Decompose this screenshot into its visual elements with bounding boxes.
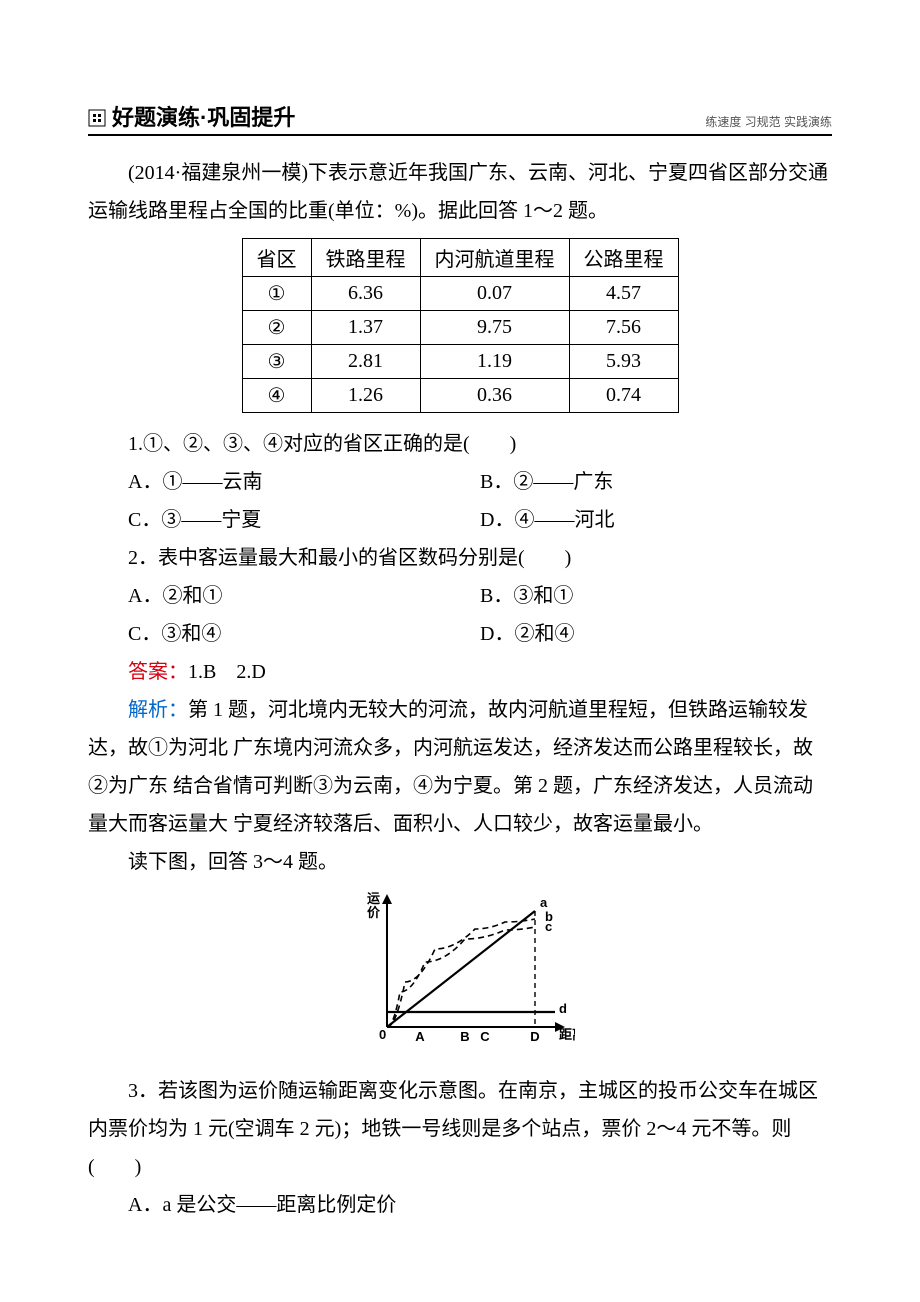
svg-text:0: 0 [379, 1027, 386, 1042]
col-rail: 铁路里程 [311, 239, 420, 277]
q2-opt-d: D．②和④ [480, 615, 832, 653]
q3-opt-a: A．a 是公交——距离比例定价 [88, 1186, 832, 1224]
diamond-icon [88, 107, 106, 125]
explanation-label: 解析： [128, 699, 188, 721]
q1-stem: 1.①、②、③、④对应的省区正确的是( ) [88, 425, 832, 463]
q1-options-row2: C．③——宁夏 D．④——河北 [88, 501, 832, 539]
table-row: ④ 1.26 0.36 0.74 [242, 379, 678, 413]
svg-text:a: a [540, 895, 548, 910]
q1-opt-a: A．①——云南 [128, 463, 480, 501]
q1-options-row1: A．①——云南 B．②——广东 [88, 463, 832, 501]
col-province: 省区 [242, 239, 311, 277]
svg-text:距离: 距离 [559, 1027, 575, 1042]
svg-text:D: D [530, 1029, 539, 1044]
svg-text:A: A [415, 1029, 425, 1044]
q2-options-row2: C．③和④ D．②和④ [88, 615, 832, 653]
explanation-text: 第 1 题，河北境内无较大的河流，故内河航道里程短，但铁路运输较发达，故①为河北… [88, 699, 813, 835]
svg-text:c: c [545, 919, 552, 934]
q2-options-row1: A．②和① B．③和① [88, 577, 832, 615]
answer-label: 答案： [128, 661, 188, 683]
q2-opt-c: C．③和④ [128, 615, 480, 653]
svg-text:价: 价 [367, 905, 381, 920]
q1-opt-c: C．③——宁夏 [128, 501, 480, 539]
svg-text:C: C [480, 1029, 490, 1044]
answer-text: 1.B 2.D [188, 661, 266, 683]
section-header: 好题演练·巩固提升 练速度 习规范 实践演练 [88, 100, 832, 136]
svg-text:运: 运 [367, 891, 380, 906]
q1-opt-d: D．④——河北 [480, 501, 832, 539]
col-road: 公路里程 [569, 239, 678, 277]
table-row: ① 6.36 0.07 4.57 [242, 277, 678, 311]
svg-text:B: B [460, 1029, 469, 1044]
answer-line: 答案：1.B 2.D [88, 653, 832, 691]
q3-stem: 3．若该图为运价随运输距离变化示意图。在南京，主城区的投币公交车在城区内票价均为… [88, 1072, 832, 1186]
section-title-text: 好题演练·巩固提升 [112, 100, 295, 132]
q2-opt-b: B．③和① [480, 577, 832, 615]
q2-stem: 2．表中客运量最大和最小的省区数码分别是( ) [88, 539, 832, 577]
table-header-row: 省区 铁路里程 内河航道里程 公路里程 [242, 239, 678, 277]
data-table: 省区 铁路里程 内河航道里程 公路里程 ① 6.36 0.07 4.57 ② 1… [242, 238, 679, 413]
explanation-paragraph: 解析：第 1 题，河北境内无较大的河流，故内河航道里程短，但铁路运输较发达，故①… [88, 691, 832, 843]
q2-opt-a: A．②和① [128, 577, 480, 615]
section-subtitle: 练速度 习规范 实践演练 [705, 113, 832, 132]
intro-paragraph: (2014·福建泉州一模)下表示意近年我国广东、云南、河北、宁夏四省区部分交通运… [88, 154, 832, 230]
col-waterway: 内河航道里程 [420, 239, 569, 277]
svg-text:d: d [559, 1001, 567, 1016]
section-title: 好题演练·巩固提升 [88, 100, 705, 132]
q1-opt-b: B．②——广东 [480, 463, 832, 501]
figure-intro: 读下图，回答 3～4 题。 [88, 843, 832, 881]
price-distance-chart: ABCD0运价距离abcd [88, 887, 832, 1062]
table-row: ② 1.37 9.75 7.56 [242, 311, 678, 345]
table-row: ③ 2.81 1.19 5.93 [242, 345, 678, 379]
